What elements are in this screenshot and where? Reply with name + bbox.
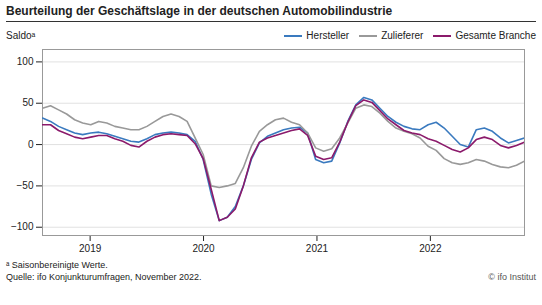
- html-text:© ifo Institut: © ifo Institut: [488, 272, 536, 282]
- svg-text:2022: 2022: [419, 243, 442, 254]
- html-text:ᵃ Saisonbereinigte Werte.: ᵃ Saisonbereinigte Werte.: [6, 260, 108, 270]
- html-text:Beurteilung der Geschäftslage: Beurteilung der Geschäftslage in der deu…: [6, 4, 393, 18]
- html-text:Zulieferer: Zulieferer: [381, 30, 424, 41]
- html-text:Gesamte Branche: Gesamte Branche: [455, 30, 536, 41]
- svg-text:100: 100: [17, 56, 34, 67]
- svg-text:2021: 2021: [306, 243, 329, 254]
- html-text:Hersteller: Hersteller: [306, 30, 350, 41]
- html-text:Quelle: ifo Konjunkturumfragen: Quelle: ifo Konjunkturumfragen, November…: [6, 272, 202, 282]
- html-text:Saldoᵃ: Saldoᵃ: [6, 30, 36, 41]
- svg-text:50: 50: [22, 97, 34, 108]
- svg-text:0: 0: [28, 139, 34, 150]
- svg-text:−100: −100: [11, 221, 34, 232]
- svg-text:2020: 2020: [192, 243, 215, 254]
- svg-text:2019: 2019: [79, 243, 102, 254]
- svg-text:−50: −50: [17, 180, 34, 191]
